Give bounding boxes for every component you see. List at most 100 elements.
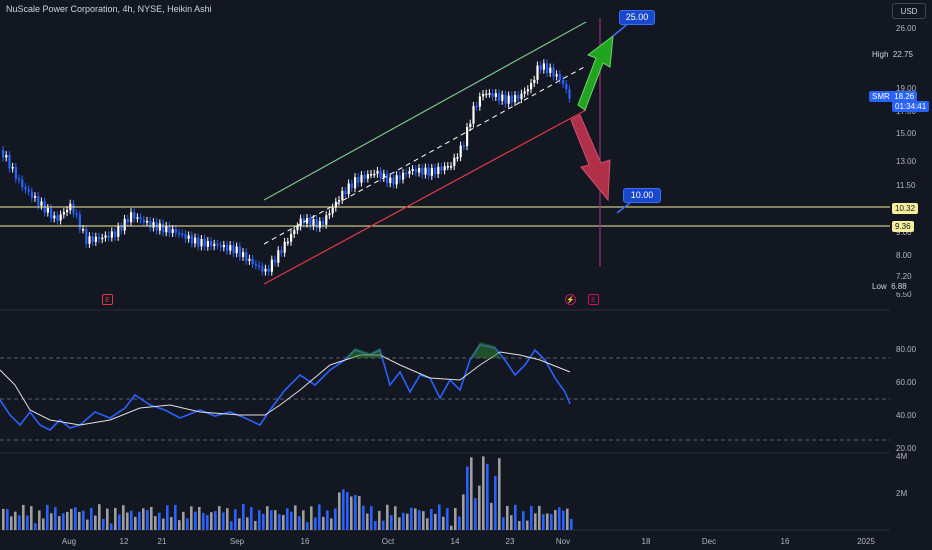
chart-title: NuScale Power Corporation, 4h, NYSE, Hei…	[6, 4, 212, 14]
earnings-aug-icon[interactable]: E	[102, 294, 113, 305]
candle-body	[475, 105, 478, 108]
level-tag-upper: 10.32	[892, 203, 919, 214]
candle-body	[117, 226, 120, 237]
candle-body	[30, 191, 33, 198]
candle-body	[107, 235, 110, 238]
volume-bar	[366, 513, 369, 530]
time-tick-label: 12	[119, 537, 129, 546]
time-tick-label: 14	[450, 537, 460, 546]
symbol-price: 18.26	[894, 92, 915, 101]
volume-bar	[58, 516, 61, 530]
rsi-overbought-fill	[345, 348, 382, 358]
candle-body	[197, 237, 200, 247]
candle-body	[66, 210, 69, 213]
volume-bar	[546, 513, 549, 530]
volume-bar	[318, 504, 321, 530]
candle-body	[120, 226, 123, 231]
candle-body	[85, 229, 88, 244]
price-tick-label: 11.50	[896, 181, 916, 190]
time-tick-label: Oct	[381, 537, 395, 546]
volume-bar	[378, 510, 381, 530]
earnings-nov-icon[interactable]: E	[588, 294, 599, 305]
candle-body	[206, 240, 209, 247]
volume-bar	[502, 517, 505, 530]
rsi-tick-label: 60.00	[896, 378, 917, 387]
candle-body	[459, 145, 462, 158]
candle-body	[494, 93, 497, 97]
volume-bar	[302, 510, 305, 530]
candle-body	[210, 240, 213, 247]
dividend-lightning-icon[interactable]: ⚡	[565, 294, 576, 305]
candle-body	[78, 214, 81, 230]
candle-body	[194, 237, 197, 244]
volume-bar	[74, 507, 77, 530]
candle-body	[379, 170, 382, 178]
candle-body	[341, 190, 344, 201]
candle-body	[523, 91, 526, 94]
volume-bar	[194, 511, 197, 530]
level-tag-lower: 9.36	[892, 221, 914, 232]
price-tick-label: 19.00	[896, 84, 917, 93]
candle-body	[501, 94, 504, 101]
volume-bar	[522, 511, 525, 530]
candle-body	[370, 173, 373, 176]
volume-bar	[90, 507, 93, 530]
candle-body	[542, 63, 545, 70]
candle-body	[2, 150, 5, 158]
rsi-ma-line	[0, 351, 571, 426]
candle-body	[424, 167, 427, 175]
candle-body	[402, 172, 405, 180]
volume-bar	[66, 511, 69, 530]
price-tick-label: 8.00	[896, 251, 912, 260]
volume-bar	[458, 516, 461, 530]
candle-body	[488, 93, 491, 95]
volume-bar	[466, 466, 469, 530]
high-tag: High 22.75	[869, 49, 916, 60]
volume-bar	[482, 456, 485, 530]
candle-body	[405, 172, 408, 175]
volume-bar	[286, 508, 289, 530]
candle-body	[270, 259, 273, 272]
volume-bar	[462, 494, 465, 530]
candle-body	[88, 236, 91, 244]
volume-bar	[138, 511, 141, 530]
candle-body	[290, 234, 293, 242]
candle-body	[504, 94, 507, 104]
volume-bar	[6, 509, 9, 530]
candle-body	[94, 236, 97, 242]
candle-body	[565, 83, 568, 90]
candle-body	[386, 173, 389, 184]
rsi-tick-label: 40.00	[896, 411, 917, 420]
candle-body	[213, 243, 216, 247]
volume-bar	[54, 507, 57, 530]
candle-body	[136, 217, 139, 219]
volume-bar	[198, 506, 201, 530]
candle-body	[478, 96, 481, 107]
volume-bar	[550, 514, 553, 530]
candle-body	[533, 79, 536, 84]
volume-bar	[10, 516, 13, 530]
candle-body	[350, 183, 353, 189]
up-arrow-icon	[577, 34, 614, 111]
candle-body	[126, 218, 129, 223]
volume-bar	[246, 517, 249, 530]
candle-body	[338, 200, 341, 202]
target-up-label[interactable]: 25.00	[619, 10, 655, 25]
volume-bar	[266, 506, 269, 530]
volume-bar	[214, 511, 217, 530]
candle-body	[24, 187, 27, 190]
target-down-label[interactable]: 10.00	[623, 188, 661, 203]
candle-body	[222, 244, 225, 248]
candle-body	[139, 217, 142, 220]
volume-bar	[82, 510, 85, 530]
currency-button[interactable]: USD	[892, 3, 926, 19]
candle-body	[158, 223, 161, 231]
candle-body	[450, 166, 453, 168]
volume-bar	[106, 508, 109, 530]
candle-body	[286, 241, 289, 244]
candle-body	[190, 235, 193, 244]
candle-body	[91, 236, 94, 242]
candle-body	[309, 218, 312, 227]
candle-body	[549, 67, 552, 73]
